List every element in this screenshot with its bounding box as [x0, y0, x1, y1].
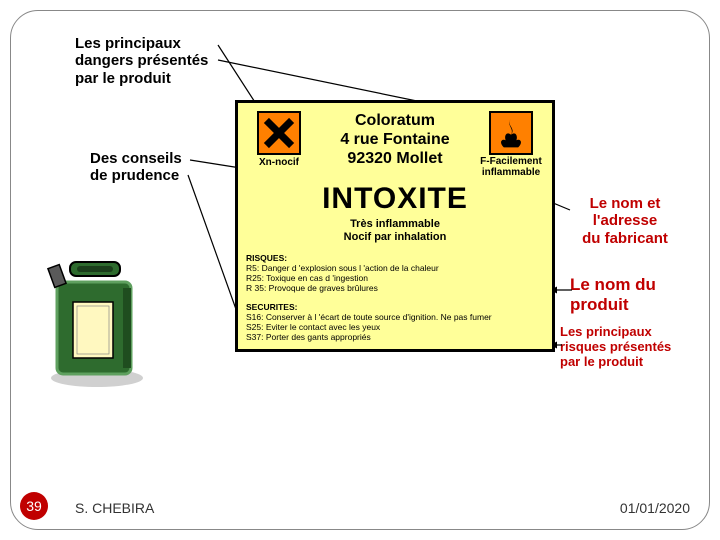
address-line2: 4 rue Fontaine [318, 130, 472, 149]
product-label: Xn-nocif Coloratum 4 rue Fontaine 92320 … [235, 100, 555, 352]
slide-number-badge: 39 [20, 492, 48, 520]
risks-section: RISQUES: R5: Danger d 'explosion sous l … [246, 254, 544, 293]
security-s37: S37: Porter des gants appropriés [246, 333, 544, 343]
subtitle-line1: Très inflammable [246, 218, 544, 231]
hazard-right-caption: F-Facilementinflammable [480, 157, 542, 178]
hazard-left-caption: Xn-nocif [259, 157, 299, 168]
risk-r35: R 35: Provoque de graves brûlures [246, 284, 544, 294]
annotation-conseils: Des conseilsde prudence [90, 150, 182, 185]
product-subtitle: Très inflammable Nocif par inhalation [246, 218, 544, 244]
address-line3: 92320 Mollet [318, 149, 472, 168]
hazard-xn-icon [257, 111, 301, 155]
annotation-nom-produit: Le nom duproduit [570, 275, 700, 314]
annotation-nom-adresse: Le nom etl'adressedu fabricant [565, 195, 685, 247]
address-line1: Coloratum [318, 111, 472, 130]
date-text: 01/01/2020 [620, 500, 690, 516]
subtitle-line2: Nocif par inhalation [246, 231, 544, 244]
hazard-f-icon [489, 111, 533, 155]
author-text: S. CHEBIRA [75, 500, 154, 516]
manufacturer-address: Coloratum 4 rue Fontaine 92320 Mollet [318, 111, 472, 169]
label-header: Xn-nocif Coloratum 4 rue Fontaine 92320 … [246, 111, 544, 178]
annotation-risques: Les principauxrisques présentéspar le pr… [560, 325, 710, 370]
product-name: INTOXITE [246, 182, 544, 216]
hazard-left: Xn-nocif [246, 111, 312, 168]
securities-section: SECURITES: S16: Conserver à l 'écart de … [246, 303, 544, 342]
hazard-right: F-Facilementinflammable [478, 111, 544, 178]
annotation-dangers: Les principauxdangers présentéspar le pr… [75, 35, 208, 87]
jerrycan-image [35, 250, 155, 390]
